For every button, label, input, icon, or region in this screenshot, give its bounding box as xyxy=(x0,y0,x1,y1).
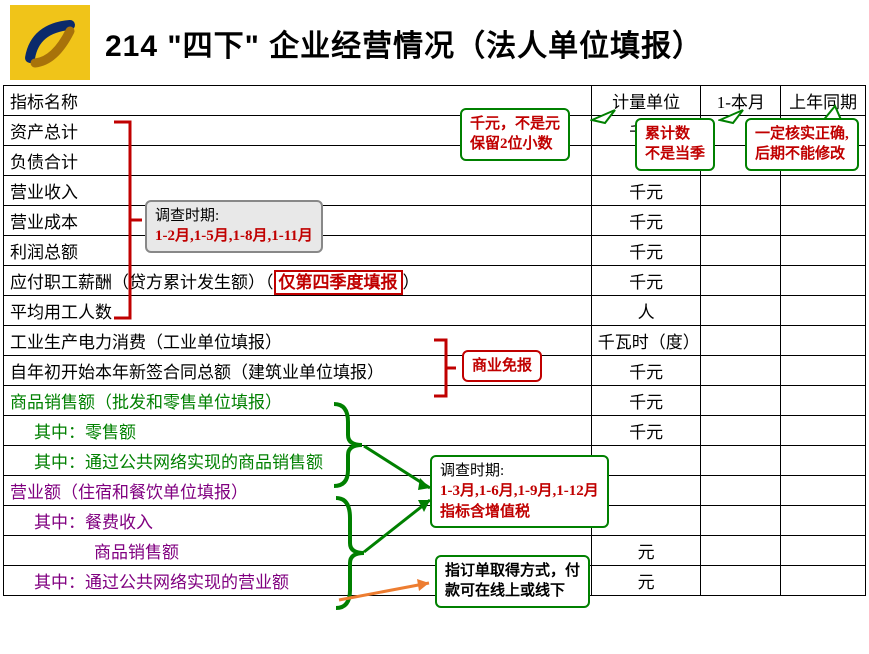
bracket-icon xyxy=(432,338,456,398)
indicator-label: 商品销售额（批发和零售单位填报） xyxy=(10,393,282,412)
cell-unit: 千元 xyxy=(591,266,701,296)
cell-month xyxy=(701,536,781,566)
cell-month xyxy=(701,236,781,266)
indicator-label: 其中：通过公共网络实现的商品销售额 xyxy=(34,453,323,472)
callout-line: 指标含增值税 xyxy=(440,504,530,520)
callout-order: 指订单取得方式，付 款可在线上或线下 xyxy=(435,555,590,608)
cell-prev xyxy=(781,506,866,536)
indicator-label: 营业成本 xyxy=(10,213,78,232)
cell-prev xyxy=(781,476,866,506)
cell-unit: 千元 xyxy=(591,356,701,386)
suffix: ） xyxy=(403,273,420,292)
callout-text: 商业免报 xyxy=(472,358,532,374)
cell-unit: 元 xyxy=(591,566,701,596)
cell-month xyxy=(701,416,781,446)
cell-month xyxy=(701,446,781,476)
cell-month xyxy=(701,326,781,356)
cell-month xyxy=(701,206,781,236)
callout-tail xyxy=(590,108,630,128)
indicator-label: 其中：通过公共网络实现的营业额 xyxy=(34,573,289,592)
callout-line: 累计数 xyxy=(645,126,690,142)
callout-title: 调查时期: xyxy=(440,463,504,479)
cell-unit: 千瓦时（度） xyxy=(591,326,701,356)
page-title: 214 "四下" 企业经营情况（法人单位填报） xyxy=(105,21,703,65)
cell-prev xyxy=(781,296,866,326)
cell-unit: 千元 xyxy=(591,416,701,446)
cell-prev xyxy=(781,326,866,356)
indicator-label: 资产总计 xyxy=(10,123,78,142)
cell-prev xyxy=(781,416,866,446)
cell-prev xyxy=(781,236,866,266)
cell-unit: 人 xyxy=(591,296,701,326)
callout-line: 一定核实正确, xyxy=(755,126,849,142)
callout-line: 1-3月,1-6月,1-9月,1-12月 xyxy=(440,483,599,499)
indicator-label: 自年初开始本年新签合同总额（建筑业单位填报） xyxy=(10,363,384,382)
callout-verify: 一定核实正确, 后期不能修改 xyxy=(745,118,859,171)
logo-icon xyxy=(10,5,90,80)
indicator-label: 负债合计 xyxy=(10,153,78,172)
cell-unit: 千元 xyxy=(591,176,701,206)
bracket-icon xyxy=(112,120,142,320)
indicator-label: 利润总额 xyxy=(10,243,78,262)
cell-name: 商品销售额（批发和零售单位填报） xyxy=(4,386,592,416)
callout-line: 后期不能修改 xyxy=(755,146,845,162)
cell-unit: 千元 xyxy=(591,206,701,236)
cell-prev xyxy=(781,446,866,476)
cell-name: 应付职工薪酬（贷方累计发生额）（仅第四季度填报） xyxy=(4,266,592,296)
callout-line: 指订单取得方式，付 xyxy=(445,563,580,579)
indicator-label: 其中：餐费收入 xyxy=(34,513,153,532)
note-boxed: 仅第四季度填报 xyxy=(274,270,403,295)
callout-commerce: 商业免报 xyxy=(462,350,542,382)
callout-body: 1-2月,1-5月,1-8月,1-11月 xyxy=(155,228,313,244)
callout-line: 款可在线上或线下 xyxy=(445,583,565,599)
cell-month xyxy=(701,386,781,416)
indicator-label: 其中：零售额 xyxy=(34,423,136,442)
indicator-label: 商品销售额 xyxy=(94,543,179,562)
cell-month xyxy=(701,356,781,386)
header: 214 "四下" 企业经营情况（法人单位填报） xyxy=(0,0,869,85)
callout-leiji: 累计数 不是当季 xyxy=(635,118,715,171)
cell-month xyxy=(701,266,781,296)
callout-line: 千元，不是元 xyxy=(470,116,560,132)
cell-prev xyxy=(781,206,866,236)
cell-month xyxy=(701,176,781,206)
callout-survey1: 调查时期: 1-2月,1-5月,1-8月,1-11月 xyxy=(145,200,323,253)
indicator-label: 工业生产电力消费（工业单位填报） xyxy=(10,333,282,352)
cell-prev xyxy=(781,176,866,206)
cell-month xyxy=(701,506,781,536)
callout-line: 不是当季 xyxy=(645,146,705,162)
cell-prev xyxy=(781,566,866,596)
cell-unit: 元 xyxy=(591,536,701,566)
cell-prev xyxy=(781,536,866,566)
cell-name: 其中：零售额 xyxy=(4,416,592,446)
cell-month xyxy=(701,296,781,326)
callout-line: 保留2位小数 xyxy=(470,136,553,152)
indicator-label: 营业收入 xyxy=(10,183,78,202)
cell-name: 平均用工人数 xyxy=(4,296,592,326)
cell-prev xyxy=(781,266,866,296)
indicator-label: 营业额（住宿和餐饮单位填报） xyxy=(10,483,248,502)
callout-survey2: 调查时期: 1-3月,1-6月,1-9月,1-12月 指标含增值税 xyxy=(430,455,609,528)
cell-unit: 千元 xyxy=(591,236,701,266)
arrow-icon xyxy=(360,490,440,560)
cell-month xyxy=(701,566,781,596)
cell-month xyxy=(701,476,781,506)
cell-unit: 千元 xyxy=(591,386,701,416)
callout-title: 调查时期: xyxy=(155,208,219,224)
indicator-label: 平均用工人数 xyxy=(10,303,112,322)
cell-prev xyxy=(781,386,866,416)
cell-prev xyxy=(781,356,866,386)
arrow-icon xyxy=(335,575,435,605)
callout-qianyan: 千元，不是元 保留2位小数 xyxy=(460,108,570,161)
